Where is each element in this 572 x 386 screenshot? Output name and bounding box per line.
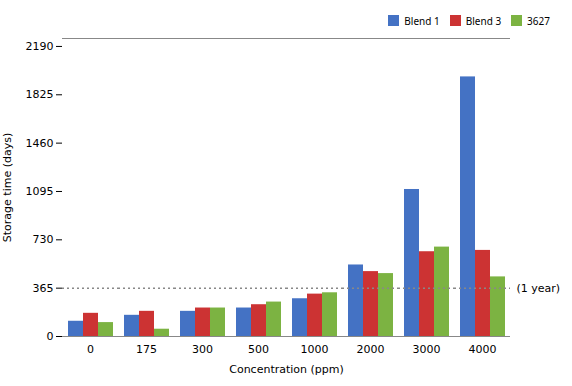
svg-text:0: 0	[87, 343, 94, 356]
svg-text:4000: 4000	[469, 343, 497, 356]
svg-text:1000: 1000	[301, 343, 329, 356]
html-text:3627: 3627	[527, 13, 550, 28]
html-text:Blend 3: Blend 3	[465, 13, 502, 28]
svg-text:500: 500	[248, 343, 269, 356]
svg-text:1095: 1095	[26, 185, 54, 198]
svg-text:3000: 3000	[413, 343, 441, 356]
svg-text:Storage time (days): Storage time (days)	[1, 133, 14, 242]
html-text:Blend 1: Blend 1	[404, 13, 440, 28]
svg-text:300: 300	[192, 343, 213, 356]
svg-text:365: 365	[33, 282, 54, 295]
svg-text:1460: 1460	[26, 137, 54, 150]
svg-text:730: 730	[33, 233, 54, 246]
svg-text:Concentration (ppm): Concentration (ppm)	[229, 363, 344, 376]
svg-text:2190: 2190	[26, 40, 54, 53]
svg-text:(1 year): (1 year)	[517, 282, 561, 295]
svg-text:0: 0	[47, 330, 54, 343]
svg-text:1825: 1825	[26, 88, 54, 101]
svg-text:2000: 2000	[357, 343, 385, 356]
svg-text:175: 175	[136, 343, 157, 356]
